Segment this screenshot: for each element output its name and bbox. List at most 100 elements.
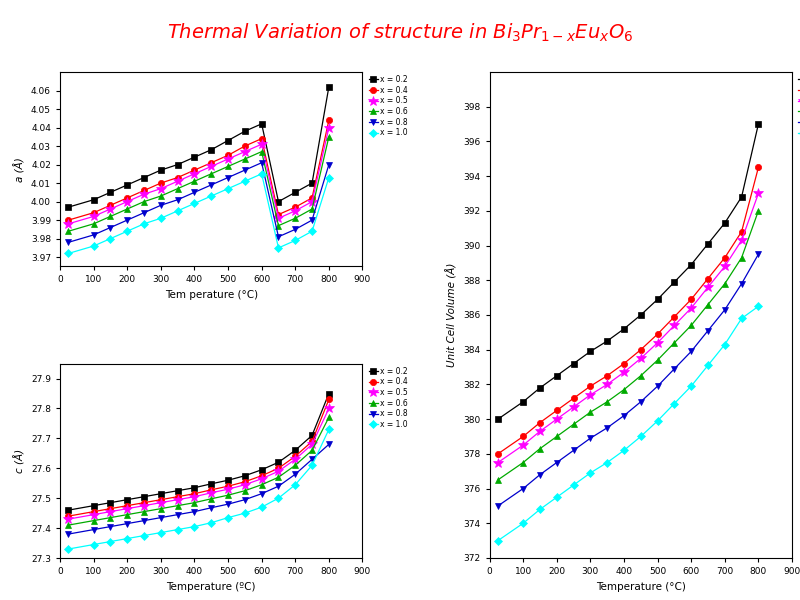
x = 0.2 <box>518 398 528 406</box>
x = 0.2 <box>602 337 612 344</box>
x = 0.8 <box>64 530 74 538</box>
x = 0.6 <box>240 487 250 494</box>
x = 1.0 <box>106 235 115 242</box>
x = 0.5 <box>737 237 746 244</box>
x = 0.6 <box>89 220 98 227</box>
x = 0.2 <box>173 487 182 494</box>
x = 0.6 <box>274 473 283 481</box>
x = 0.6 <box>602 398 612 406</box>
x = 0.5 <box>257 475 266 482</box>
x = 1.0 <box>274 244 283 251</box>
x = 1.0 <box>518 520 528 527</box>
x = 1.0 <box>206 193 216 200</box>
x = 0.4 <box>156 179 166 187</box>
x = 0.5 <box>122 198 132 205</box>
x = 0.6 <box>156 193 166 200</box>
Y-axis label: a (Å): a (Å) <box>14 157 26 182</box>
x = 1.0 <box>686 383 696 390</box>
x = 0.5 <box>754 190 763 197</box>
x = 0.2 <box>703 240 713 247</box>
x = 1.0 <box>586 469 595 476</box>
x = 0.2 <box>307 432 317 439</box>
x = 0.8 <box>89 526 98 533</box>
x = 0.2 <box>307 179 317 187</box>
x = 0.4 <box>686 296 696 303</box>
x = 0.5 <box>89 511 98 518</box>
x = 0.5 <box>619 368 629 376</box>
X-axis label: Tem perature (°C): Tem perature (°C) <box>165 290 258 300</box>
x = 0.5 <box>156 185 166 192</box>
x = 0.5 <box>307 441 317 448</box>
x = 1.0 <box>324 174 334 181</box>
x = 0.5 <box>720 263 730 270</box>
x = 0.5 <box>106 205 115 212</box>
x = 0.4 <box>64 217 74 224</box>
x = 0.8 <box>569 447 578 454</box>
Y-axis label: c (Å): c (Å) <box>14 449 26 473</box>
x = 0.6 <box>106 514 115 521</box>
Legend: x = 0.2, x = 0.4, x = 0.5, x = 0.6, x = 0.8, x = 1.0: x = 0.2, x = 0.4, x = 0.5, x = 0.6, x = … <box>366 364 411 432</box>
Legend: x = 0.2, x = 0.4, x = 0.5, x = 0.6, x = 0.8, x = 1.0: x = 0.2, x = 0.4, x = 0.5, x = 0.6, x = … <box>795 72 800 140</box>
x = 1.0 <box>257 170 266 178</box>
x = 0.8 <box>324 161 334 168</box>
x = 0.2 <box>720 220 730 227</box>
x = 0.4 <box>64 512 74 520</box>
x = 0.4 <box>619 360 629 367</box>
x = 0.6 <box>190 178 199 185</box>
x = 0.6 <box>686 322 696 329</box>
x = 0.2 <box>223 137 233 144</box>
x = 0.5 <box>324 405 334 412</box>
x = 0.6 <box>754 207 763 214</box>
x = 0.4 <box>274 464 283 472</box>
x = 1.0 <box>602 459 612 466</box>
x = 0.5 <box>139 502 149 509</box>
x = 0.2 <box>64 203 74 211</box>
x = 0.8 <box>173 196 182 203</box>
x = 0.4 <box>223 152 233 159</box>
x = 0.6 <box>89 517 98 524</box>
x = 0.5 <box>173 496 182 503</box>
x = 0.2 <box>206 146 216 154</box>
x = 0.4 <box>257 472 266 479</box>
x = 0.2 <box>754 121 763 128</box>
x = 0.8 <box>274 482 283 490</box>
x = 1.0 <box>257 503 266 511</box>
x = 0.2 <box>156 167 166 174</box>
x = 0.4 <box>122 194 132 202</box>
x = 0.5 <box>64 220 74 227</box>
x = 0.8 <box>223 500 233 508</box>
x = 0.2 <box>106 189 115 196</box>
x = 0.6 <box>173 185 182 192</box>
x = 0.4 <box>257 135 266 142</box>
x = 0.4 <box>535 419 545 426</box>
x = 0.6 <box>636 372 646 379</box>
x = 0.5 <box>240 481 250 488</box>
x = 0.2 <box>240 128 250 135</box>
x = 0.4 <box>518 433 528 440</box>
x = 0.2 <box>619 325 629 332</box>
Line: x = 0.4: x = 0.4 <box>494 164 762 457</box>
x = 1.0 <box>720 341 730 348</box>
x = 0.4 <box>223 482 233 490</box>
x = 0.2 <box>89 196 98 203</box>
X-axis label: Temperature (°C): Temperature (°C) <box>596 581 686 592</box>
x = 0.4 <box>240 478 250 485</box>
x = 0.4 <box>156 496 166 503</box>
x = 0.2 <box>274 458 283 466</box>
x = 1.0 <box>754 303 763 310</box>
x = 1.0 <box>122 227 132 235</box>
x = 0.6 <box>139 508 149 515</box>
x = 1.0 <box>636 433 646 440</box>
x = 0.8 <box>518 485 528 492</box>
Line: x = 0.8: x = 0.8 <box>66 441 332 537</box>
x = 0.8 <box>307 456 317 463</box>
x = 0.2 <box>535 384 545 391</box>
x = 0.8 <box>737 280 746 287</box>
x = 1.0 <box>535 506 545 513</box>
x = 1.0 <box>653 417 662 424</box>
x = 0.6 <box>223 163 233 170</box>
x = 0.8 <box>122 520 132 527</box>
Line: x = 0.4: x = 0.4 <box>66 397 332 519</box>
Line: x = 0.2: x = 0.2 <box>66 83 332 210</box>
x = 0.4 <box>190 167 199 174</box>
